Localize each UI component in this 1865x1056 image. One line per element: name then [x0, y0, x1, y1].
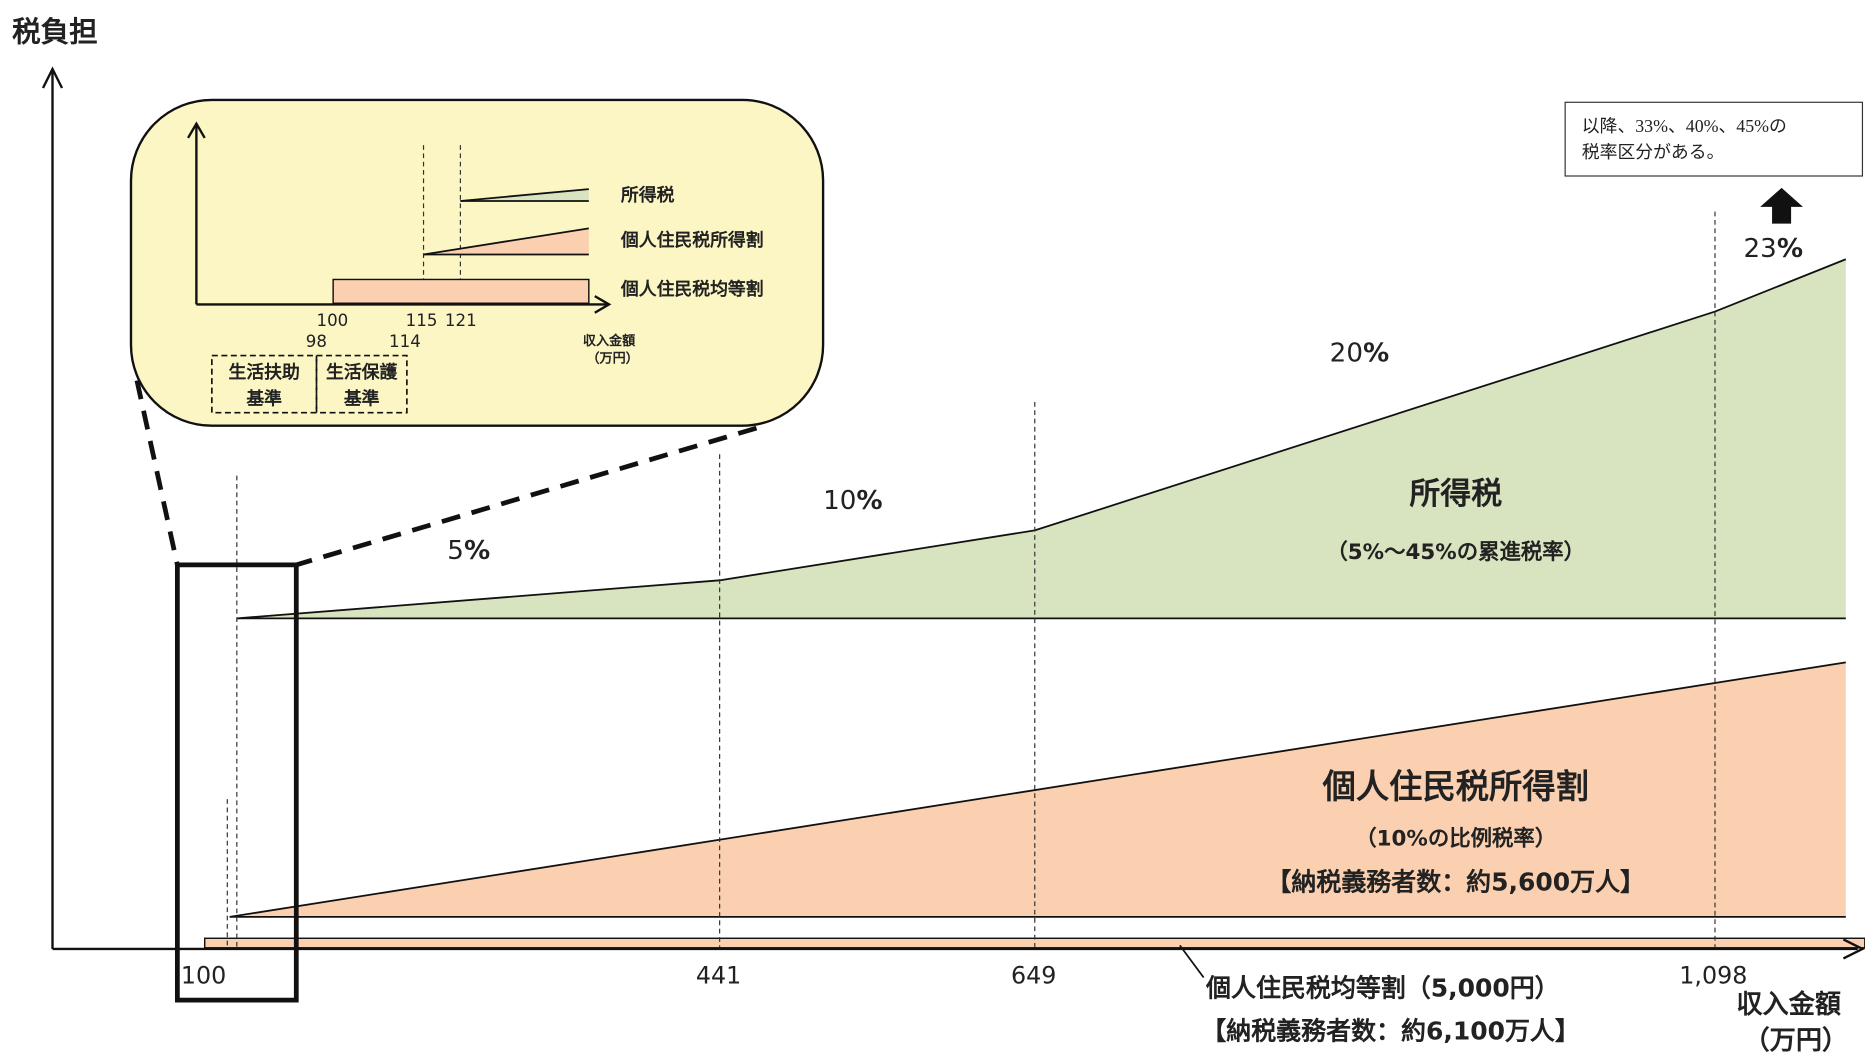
x-axis-unit-label: （万円）: [1744, 1026, 1849, 1056]
inset-tick-label: 115: [406, 311, 438, 330]
up-arrow-icon: [1760, 187, 1803, 224]
income-tax-title: 所得税: [1409, 476, 1502, 512]
inset-tick-label: 121: [445, 311, 477, 330]
public-assistance-label: 生活保護: [326, 361, 397, 383]
x-tick-label: 100: [181, 961, 226, 989]
inset-legend-income-tax: 所得税: [621, 184, 675, 206]
zoom-box: [174, 562, 299, 1003]
x-axis-label: 収入金額: [1736, 989, 1841, 1020]
inset-y-arrowhead: [187, 121, 206, 139]
y-axis-label: 税負担: [12, 16, 98, 49]
x-tick-label: 649: [1011, 961, 1056, 989]
inset-income-tax-edge: [460, 188, 589, 202]
rate-label-5: 5%: [447, 536, 490, 566]
livelihood-assistance-label: 生活扶助: [229, 361, 300, 383]
public-assistance-standard-box: [315, 354, 408, 414]
top-note-line1: 以降、33%、40%、45%の: [1582, 116, 1787, 136]
x-tick-label: 1,098: [1679, 961, 1747, 989]
income-tax-area: [236, 259, 1846, 619]
inset-panel: [129, 98, 825, 427]
top-note-line2: 税率区分がある。: [1582, 142, 1725, 162]
inset-legend-resident-flat: 個人住民税均等割: [620, 278, 764, 300]
inset-resident-income-edge: [423, 227, 589, 256]
resident-income-levy-edge: [229, 661, 1846, 918]
resident-income-levy-taxpayers: 【納税義務者数：約5,600万人】: [1266, 868, 1645, 897]
inset-legend-resident-income: 個人住民税所得割: [620, 229, 764, 251]
inset-x-axis-label: 収入金額: [583, 332, 635, 349]
y-axis-arrowhead: [41, 66, 64, 89]
public-assistance-label: 基準: [344, 387, 380, 409]
rate-label-20: 20%: [1330, 339, 1390, 369]
rate-label-10: 10%: [823, 486, 883, 516]
inset-tick-label: 114: [389, 332, 421, 351]
resident-per-capita-pointer: [1179, 944, 1205, 979]
resident-per-capita-title: 個人住民税均等割（5,000円）: [1205, 974, 1560, 1003]
inset-tick-label: 100: [317, 311, 349, 330]
inset-tick-label: 98: [306, 332, 327, 351]
x-axis-arrowhead: [1842, 938, 1865, 960]
inset-resident-flat-band: [332, 278, 590, 304]
resident-per-capita-taxpayers: 【納税義務者数：約6,100万人】: [1201, 1016, 1580, 1045]
inset-x-arrowhead: [594, 295, 612, 314]
zoom-connector-left: [134, 380, 180, 566]
zoom-connector-right: [295, 425, 758, 568]
inset-x-axis-unit-label: （万円）: [586, 351, 638, 367]
top-note-box: [1564, 101, 1864, 177]
resident-income-levy-title: 個人住民税所得割: [1322, 767, 1589, 806]
rate-label-23: 23%: [1744, 234, 1804, 264]
income-tax-subtitle: （5%～45%の累進税率）: [1326, 539, 1585, 565]
livelihood-assistance-label: 基準: [246, 387, 282, 409]
resident-income-levy-subtitle: （10%の比例税率）: [1355, 826, 1556, 852]
x-tick-label: 441: [696, 961, 741, 989]
